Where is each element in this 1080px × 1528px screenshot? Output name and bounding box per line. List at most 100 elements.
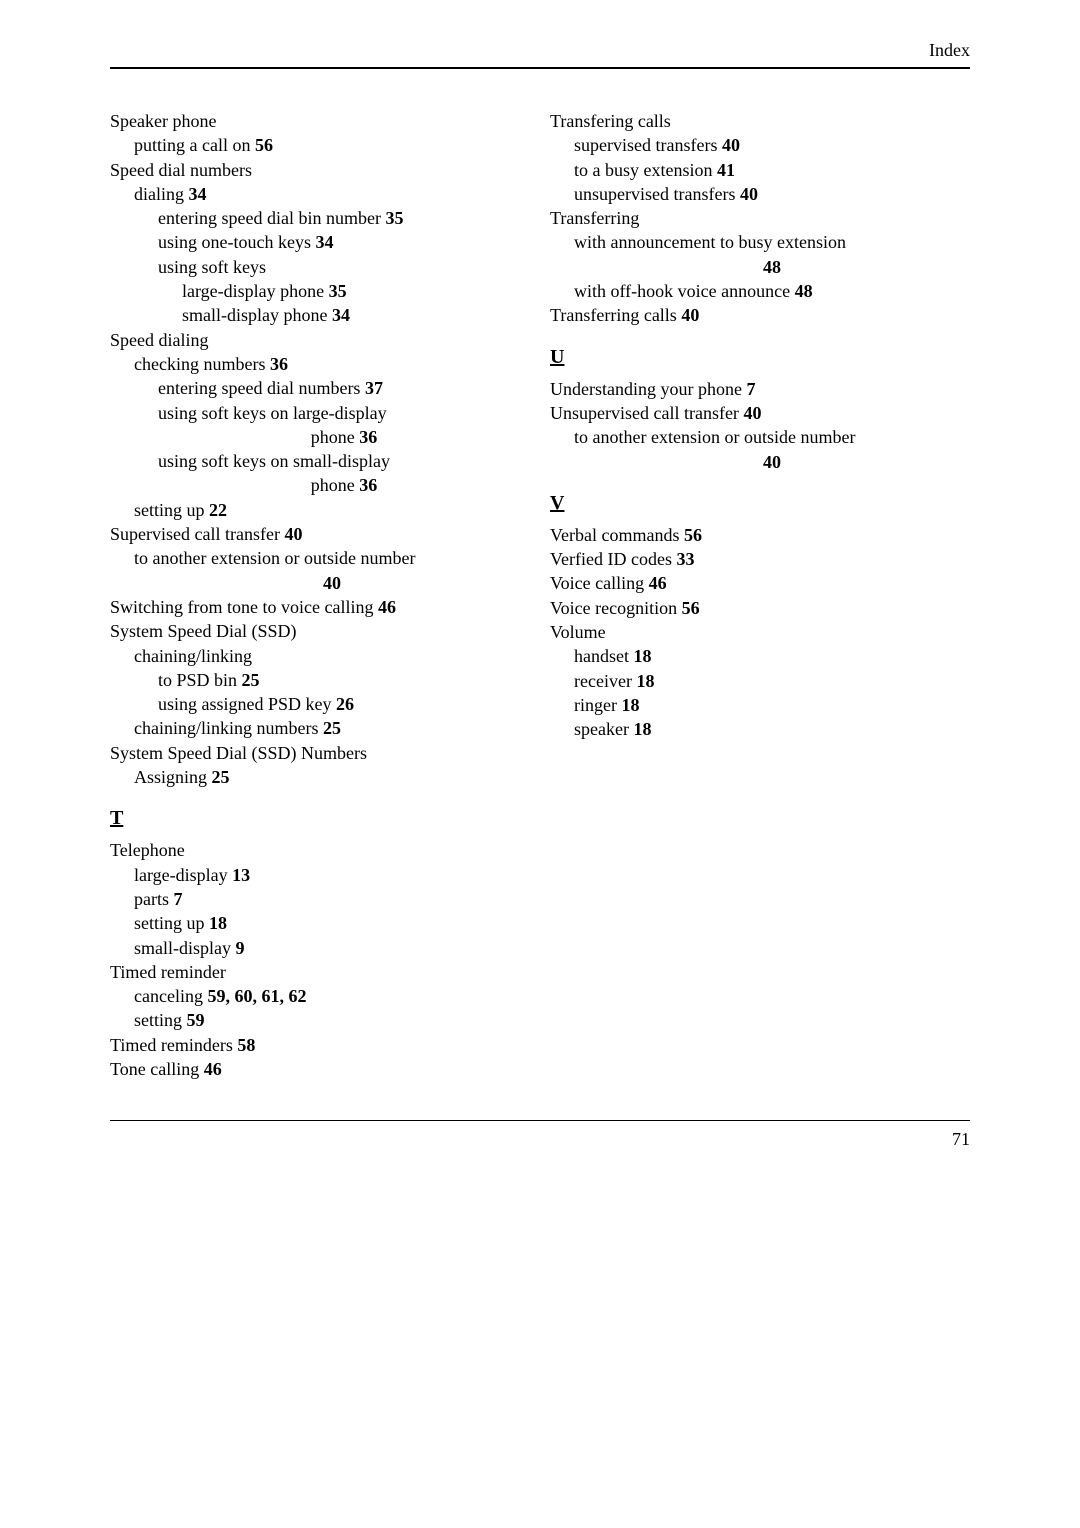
index-entry: Transfering calls (550, 109, 970, 133)
index-entry: unsupervised transfers 40 (574, 182, 970, 206)
index-entry: receiver 18 (574, 669, 970, 693)
index-entry: Transferring (550, 206, 970, 230)
entry-text: handset (574, 646, 629, 666)
index-entry: Verfied ID codes 33 (550, 547, 970, 571)
index-entry: to another extension or outside number (574, 425, 970, 449)
entry-page: 56 (255, 135, 273, 155)
entry-text: speaker (574, 719, 629, 739)
index-entry: putting a call on 56 (134, 133, 530, 157)
entry-page: 36 (359, 427, 377, 447)
entry-page: 26 (336, 694, 354, 714)
entry-text: Supervised call transfer (110, 524, 280, 544)
index-entry: phone 36 (158, 425, 530, 449)
entry-page: 56 (682, 598, 700, 618)
entry-text: chaining/linking (134, 646, 252, 666)
entry-page: 25 (212, 767, 230, 787)
index-entry: System Speed Dial (SSD) (110, 619, 530, 643)
section-letter: V (550, 490, 970, 517)
entry-text: supervised transfers (574, 135, 717, 155)
index-entry: Telephone (110, 838, 530, 862)
index-entry: Speed dialing (110, 328, 530, 352)
entry-text: using soft keys (158, 257, 266, 277)
index-entry: to another extension or outside number (134, 546, 530, 570)
index-entry: Speed dial numbers (110, 158, 530, 182)
entry-text: to another extension or outside number (574, 427, 855, 447)
entry-text: Voice recognition (550, 598, 677, 618)
entry-text: using one-touch keys (158, 232, 311, 252)
entry-text: parts (134, 889, 169, 909)
entry-text: using soft keys on small-display (158, 451, 390, 471)
entry-text: Speed dial numbers (110, 160, 252, 180)
entry-text: to PSD bin (158, 670, 237, 690)
entry-page: 46 (378, 597, 396, 617)
page-footer: 71 (110, 1120, 970, 1150)
index-entry: using soft keys (158, 255, 530, 279)
index-entry: large-display 13 (134, 863, 530, 887)
entry-page: 18 (621, 695, 639, 715)
entry-page: 25 (323, 718, 341, 738)
entry-text: Tone calling (110, 1059, 199, 1079)
entry-page: 56 (684, 525, 702, 545)
left-column: Speaker phoneputting a call on 56 Speed d… (110, 109, 530, 1081)
index-entry: dialing 34 (134, 182, 530, 206)
entry-page: 18 (209, 913, 227, 933)
entry-text: small-display phone (182, 305, 327, 325)
entry-page: 9 (236, 938, 245, 958)
entry-text: receiver (574, 671, 632, 691)
index-entry: 40 (134, 571, 530, 595)
entry-page: 40 (681, 305, 699, 325)
index-entry: using assigned PSD key 26 (158, 692, 530, 716)
entry-text: Transferring (550, 208, 639, 228)
entry-text: entering speed dial numbers (158, 378, 360, 398)
entry-text: phone (311, 427, 355, 447)
entry-text: with off-hook voice announce (574, 281, 790, 301)
entry-page: 35 (329, 281, 347, 301)
index-entry: chaining/linking numbers 25 (134, 716, 530, 740)
entry-text: canceling (134, 986, 203, 1006)
entry-text: small-display (134, 938, 231, 958)
entry-text: setting (134, 1010, 182, 1030)
entry-text: Verbal commands (550, 525, 679, 545)
entry-text: checking numbers (134, 354, 265, 374)
entry-text: to another extension or outside number (134, 548, 415, 568)
entry-text: Switching from tone to voice calling (110, 597, 373, 617)
index-entry: Unsupervised call transfer 40 (550, 401, 970, 425)
entry-page: 48 (795, 281, 813, 301)
index-entry: phone 36 (158, 473, 530, 497)
header-title: Index (929, 40, 970, 60)
entry-text: Telephone (110, 840, 185, 860)
entry-page: 13 (232, 865, 250, 885)
entry-text: Assigning (134, 767, 207, 787)
entry-page: 48 (763, 257, 781, 277)
index-entry: parts 7 (134, 887, 530, 911)
entry-text: dialing (134, 184, 184, 204)
entry-text: chaining/linking numbers (134, 718, 318, 738)
entry-text: setting up (134, 913, 205, 933)
entry-text: unsupervised transfers (574, 184, 735, 204)
entry-page: 22 (209, 500, 227, 520)
entry-text: ringer (574, 695, 617, 715)
entry-text: System Speed Dial (SSD) (110, 621, 297, 641)
index-entry: large-display phone 35 (182, 279, 530, 303)
entry-page: 34 (189, 184, 207, 204)
entry-text: Speaker phone (110, 111, 216, 131)
entry-page: 59 (187, 1010, 205, 1030)
index-entry: using one-touch keys 34 (158, 230, 530, 254)
index-page: Index Speaker phoneputting a call on 56S… (0, 0, 1080, 1528)
entry-text: Verfied ID codes (550, 549, 672, 569)
entry-page: 18 (633, 719, 651, 739)
index-entry: Timed reminders 58 (110, 1033, 530, 1057)
entry-page: 46 (204, 1059, 222, 1079)
index-entry: entering speed dial bin number 35 (158, 206, 530, 230)
index-entry: 48 (574, 255, 970, 279)
entry-page: 35 (385, 208, 403, 228)
index-entry: to PSD bin 25 (158, 668, 530, 692)
index-entry: using soft keys on small-display (158, 449, 530, 473)
entry-page: 7 (746, 379, 755, 399)
entry-text: Speed dialing (110, 330, 208, 350)
index-entry: speaker 18 (574, 717, 970, 741)
index-entry: setting up 22 (134, 498, 530, 522)
entry-page: 34 (315, 232, 333, 252)
entry-text: Understanding your phone (550, 379, 742, 399)
entry-text: Volume (550, 622, 606, 642)
